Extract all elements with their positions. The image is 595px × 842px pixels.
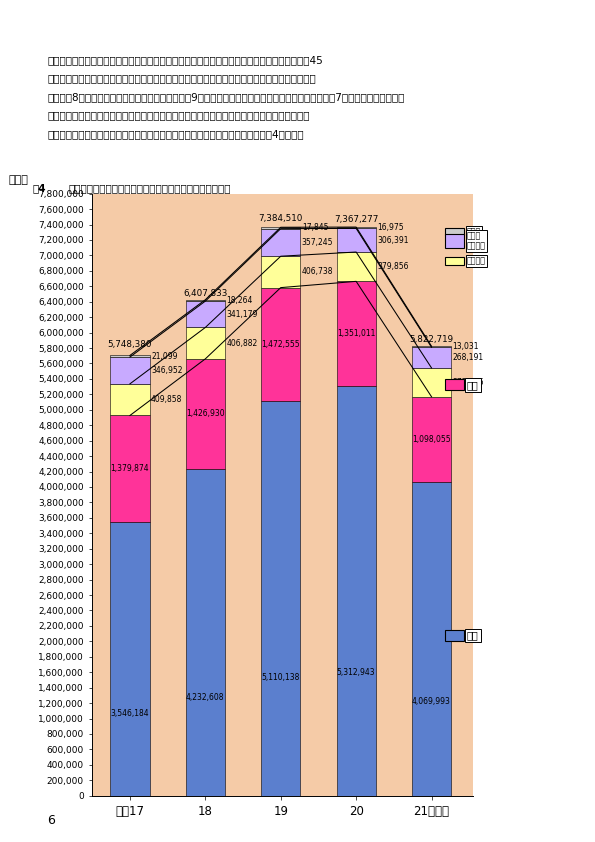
Text: 1,472,555: 1,472,555 [261, 340, 300, 349]
Text: その他: その他 [467, 227, 481, 236]
Bar [110, 357, 149, 384]
Bar [337, 227, 376, 228]
Bar [261, 288, 300, 402]
Bar [412, 397, 451, 482]
Bar [186, 328, 225, 359]
Bar [445, 257, 464, 264]
Text: 6: 6 [48, 814, 55, 827]
Bar [110, 355, 149, 357]
Text: 围4: 围4 [33, 184, 46, 194]
Bar [337, 281, 376, 386]
Text: 5,110,138: 5,110,138 [262, 673, 300, 682]
Text: 商用: 商用 [467, 380, 479, 390]
Bar [337, 386, 376, 796]
Text: 17,845: 17,845 [302, 223, 328, 232]
Bar [412, 482, 451, 796]
Text: 1,426,930: 1,426,930 [186, 409, 225, 418]
Bar [110, 415, 149, 522]
Text: 18,264: 18,264 [227, 296, 253, 305]
Text: の順となっている。韓国，中国（台湾）及び中国からの観光客で５割を超えており，今後もこ: の順となっている。韓国，中国（台湾）及び中国からの観光客で５割を超えており，今後… [48, 110, 310, 120]
Bar [186, 359, 225, 469]
Text: 13,031: 13,031 [453, 343, 479, 351]
Text: 21,099: 21,099 [151, 352, 177, 360]
Text: 3,546,184: 3,546,184 [111, 709, 149, 718]
Text: 373,416: 373,416 [453, 378, 484, 386]
Text: 7,384,510: 7,384,510 [259, 214, 303, 223]
Bar [261, 256, 300, 288]
Bar [412, 368, 451, 397]
Bar [412, 347, 451, 368]
Text: 観光: 観光 [467, 631, 479, 641]
Text: 人で最も多く，観光を目的とした新規入国者全体の２４６％を占めている。以下，中国（台湾）: 人で最も多く，観光を目的とした新規入国者全体の２４６％を占めている。以下，中国（… [48, 73, 317, 83]
Bar [186, 469, 225, 796]
Text: の８７万8，２００人（２１６％），中国の４０万9，３９６人（１０１％），中国（香港）の３８万7，２６３人（９５％）: の８７万8，２００人（２１６％），中国の４０万9，３９６人（１０１％），中国（香… [48, 92, 405, 102]
Text: 357,245: 357,245 [302, 238, 333, 247]
Text: 346,952: 346,952 [151, 366, 183, 375]
Text: 5,748,380: 5,748,380 [108, 340, 152, 349]
Bar [337, 228, 376, 252]
Text: 「短期滞在」の在留資格による目的別新規入国者数の推移: 「短期滞在」の在留資格による目的別新規入国者数の推移 [68, 184, 231, 194]
Text: 4,069,993: 4,069,993 [412, 697, 451, 706]
Bar [110, 384, 149, 415]
Text: 16,975: 16,975 [377, 223, 404, 232]
Text: 親族訪問: 親族訪問 [467, 256, 486, 265]
Bar [186, 300, 225, 301]
Text: 第１部: 第１部 [10, 19, 27, 29]
Text: 406,738: 406,738 [302, 268, 333, 276]
Text: 1,379,874: 1,379,874 [111, 464, 149, 473]
Bar [186, 301, 225, 328]
Bar [445, 379, 464, 391]
Text: 409,858: 409,858 [151, 395, 183, 404]
Bar [445, 630, 464, 642]
Text: 268,191: 268,191 [453, 353, 484, 362]
Bar [110, 522, 149, 796]
Bar [445, 227, 464, 235]
Text: 306,391: 306,391 [377, 236, 409, 245]
Text: 5,822,719: 5,822,719 [409, 334, 453, 344]
Text: 379,856: 379,856 [377, 262, 409, 271]
Text: 341,179: 341,179 [227, 310, 258, 319]
Text: 文化・
学術活動: 文化・ 学術活動 [467, 231, 486, 250]
Text: 6,407,833: 6,407,833 [183, 290, 227, 298]
Bar [337, 252, 376, 281]
Text: 4,232,608: 4,232,608 [186, 693, 224, 702]
Bar [445, 234, 464, 248]
Bar [412, 346, 451, 347]
Bar [261, 227, 300, 229]
Text: （人）: （人） [8, 174, 29, 184]
Text: 1,351,011: 1,351,011 [337, 329, 375, 338]
Text: 406,882: 406,882 [227, 338, 258, 348]
Bar [261, 402, 300, 796]
Bar [261, 229, 300, 256]
Text: また，観光を目的とした新規入国者数について国籍（出身地）別に見ると，韓国が１００万45: また，観光を目的とした新規入国者数について国籍（出身地）別に見ると，韓国が１００… [48, 55, 323, 65]
Text: 7,367,277: 7,367,277 [334, 216, 378, 224]
Text: れらの国・地域からの観光客の誕致が積極的に行われていくものと思われる（围4，５）。: れらの国・地域からの観光客の誕致が積極的に行われていくものと思われる（围4，５）… [48, 129, 304, 139]
Text: 1,098,055: 1,098,055 [412, 434, 451, 444]
Text: 5,312,943: 5,312,943 [337, 669, 375, 677]
